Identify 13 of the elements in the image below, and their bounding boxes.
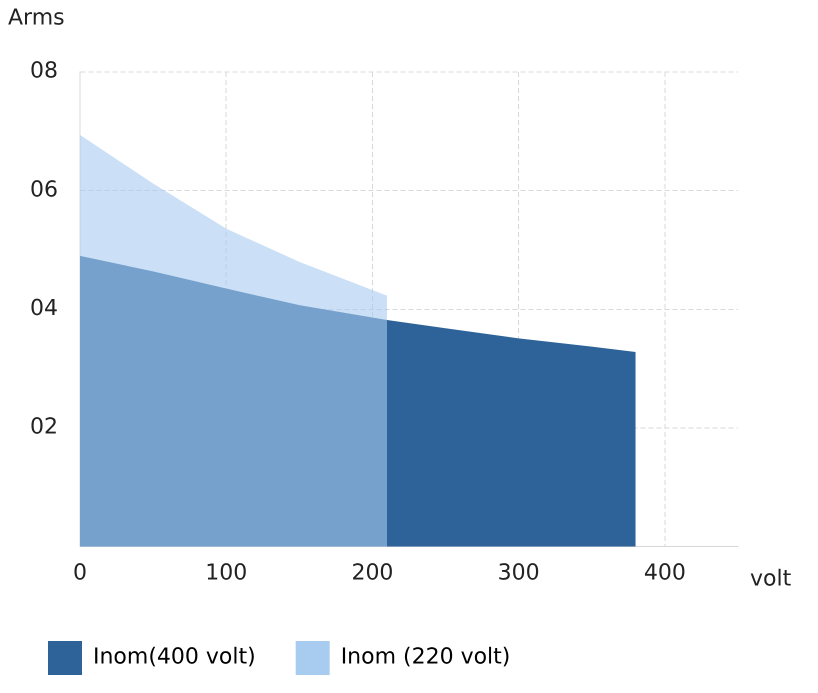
x-tick-label: 200 (351, 560, 394, 586)
x-tick-label: 400 (644, 560, 686, 586)
x-tick-label: 0 (72, 560, 87, 586)
legend-label: Inom(400 volt) (93, 644, 256, 670)
y-axis-title: Arms (8, 6, 65, 31)
x-tick-label: 100 (205, 560, 248, 586)
y-tick-label: 04 (30, 296, 58, 322)
x-tick-label: 300 (498, 560, 540, 586)
y-tick-label: 02 (30, 414, 58, 440)
y-tick-label: 06 (30, 177, 58, 202)
legend-label: Inom (220 volt) (340, 644, 510, 670)
x-axis-title: volt (750, 566, 792, 592)
y-tick-label: 08 (30, 58, 58, 84)
